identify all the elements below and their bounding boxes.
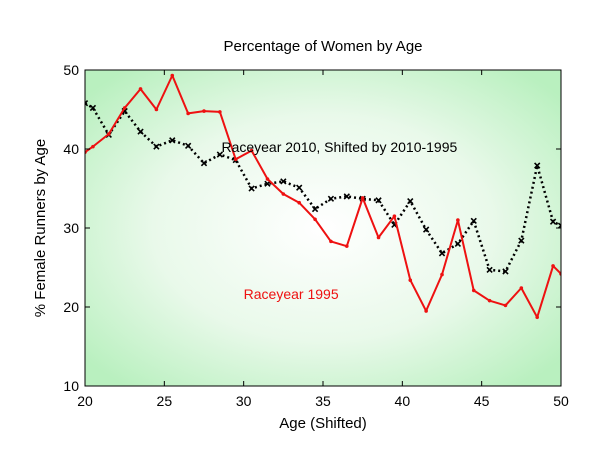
- data-point-1: [154, 107, 159, 112]
- data-point-1: [218, 110, 222, 114]
- y-tick-label: 10: [63, 378, 79, 394]
- x-tick-label: 50: [553, 393, 569, 409]
- data-point-0: [280, 178, 287, 185]
- data-point-0: [502, 268, 509, 275]
- data-point-1: [107, 132, 111, 136]
- data-point-1: [487, 298, 492, 303]
- data-point-1: [360, 196, 365, 200]
- y-tick-label: 50: [63, 62, 79, 78]
- data-point-0: [184, 142, 192, 150]
- data-point-0: [200, 160, 208, 167]
- data-point-1: [281, 192, 286, 196]
- data-point-1: [202, 109, 206, 113]
- data-point-1: [265, 177, 270, 181]
- data-point-1: [392, 214, 397, 218]
- data-point-0: [89, 104, 97, 112]
- data-point-1: [249, 148, 254, 153]
- data-point-0: [264, 180, 271, 187]
- data-point-1: [535, 315, 539, 320]
- data-point-1: [186, 111, 190, 116]
- data-point-0: [470, 217, 477, 225]
- data-point-0: [534, 162, 541, 169]
- data-point-1: [297, 200, 302, 205]
- data-point-0: [85, 100, 89, 107]
- series-layer: [85, 73, 561, 320]
- x-tick-label: 30: [236, 393, 252, 409]
- data-point-1: [424, 309, 428, 313]
- data-point-0: [311, 205, 319, 213]
- x-tick-label: 40: [395, 393, 411, 409]
- data-point-0: [153, 143, 160, 150]
- data-point-0: [248, 185, 255, 192]
- y-tick-label: 30: [63, 220, 79, 236]
- series-line-1: [85, 74, 561, 319]
- data-point-1: [313, 217, 317, 222]
- data-point-0: [407, 197, 414, 205]
- data-point-1: [471, 288, 476, 293]
- x-axis-label: Age (Shifted): [279, 415, 367, 432]
- data-point-0: [216, 151, 224, 158]
- data-point-1: [456, 218, 460, 222]
- data-point-1: [440, 272, 444, 277]
- data-point-1: [233, 157, 238, 162]
- data-point-1: [345, 244, 349, 248]
- data-point-1: [503, 303, 508, 308]
- chart-title: Percentage of Women by Age: [223, 38, 422, 55]
- data-point-0: [137, 128, 144, 135]
- data-point-0: [343, 193, 350, 200]
- data-point-1: [408, 278, 413, 282]
- data-point-1: [551, 264, 555, 268]
- y-tick-label: 40: [63, 141, 79, 157]
- data-point-0: [296, 184, 303, 191]
- data-point-0: [518, 237, 525, 244]
- x-tick-label: 45: [474, 393, 490, 409]
- data-point-0: [557, 222, 561, 229]
- plot-background: [85, 70, 561, 386]
- data-point-0: [375, 197, 382, 204]
- data-point-0: [422, 226, 430, 233]
- y-axis-label: % Female Runners by Age: [32, 139, 49, 317]
- data-point-0: [327, 195, 335, 202]
- y-tick-label: 20: [63, 299, 79, 315]
- data-point-0: [549, 218, 557, 225]
- data-point-0: [454, 240, 462, 247]
- data-point-1: [519, 286, 524, 290]
- data-point-1: [91, 144, 95, 149]
- series-label-2010: Raceyear 2010, Shifted by 2010-1995: [221, 139, 457, 155]
- data-point-1: [329, 239, 333, 244]
- x-tick-label: 35: [315, 393, 331, 409]
- data-point-0: [169, 137, 176, 144]
- x-tick-label: 20: [77, 393, 93, 409]
- x-tick-label: 25: [157, 393, 173, 409]
- data-point-1: [138, 87, 143, 91]
- data-point-0: [438, 250, 446, 257]
- data-point-1: [170, 73, 175, 78]
- series-label-1995: Raceyear 1995: [244, 286, 339, 302]
- data-point-1: [122, 106, 127, 110]
- data-point-1: [376, 235, 381, 240]
- data-point-0: [486, 266, 493, 274]
